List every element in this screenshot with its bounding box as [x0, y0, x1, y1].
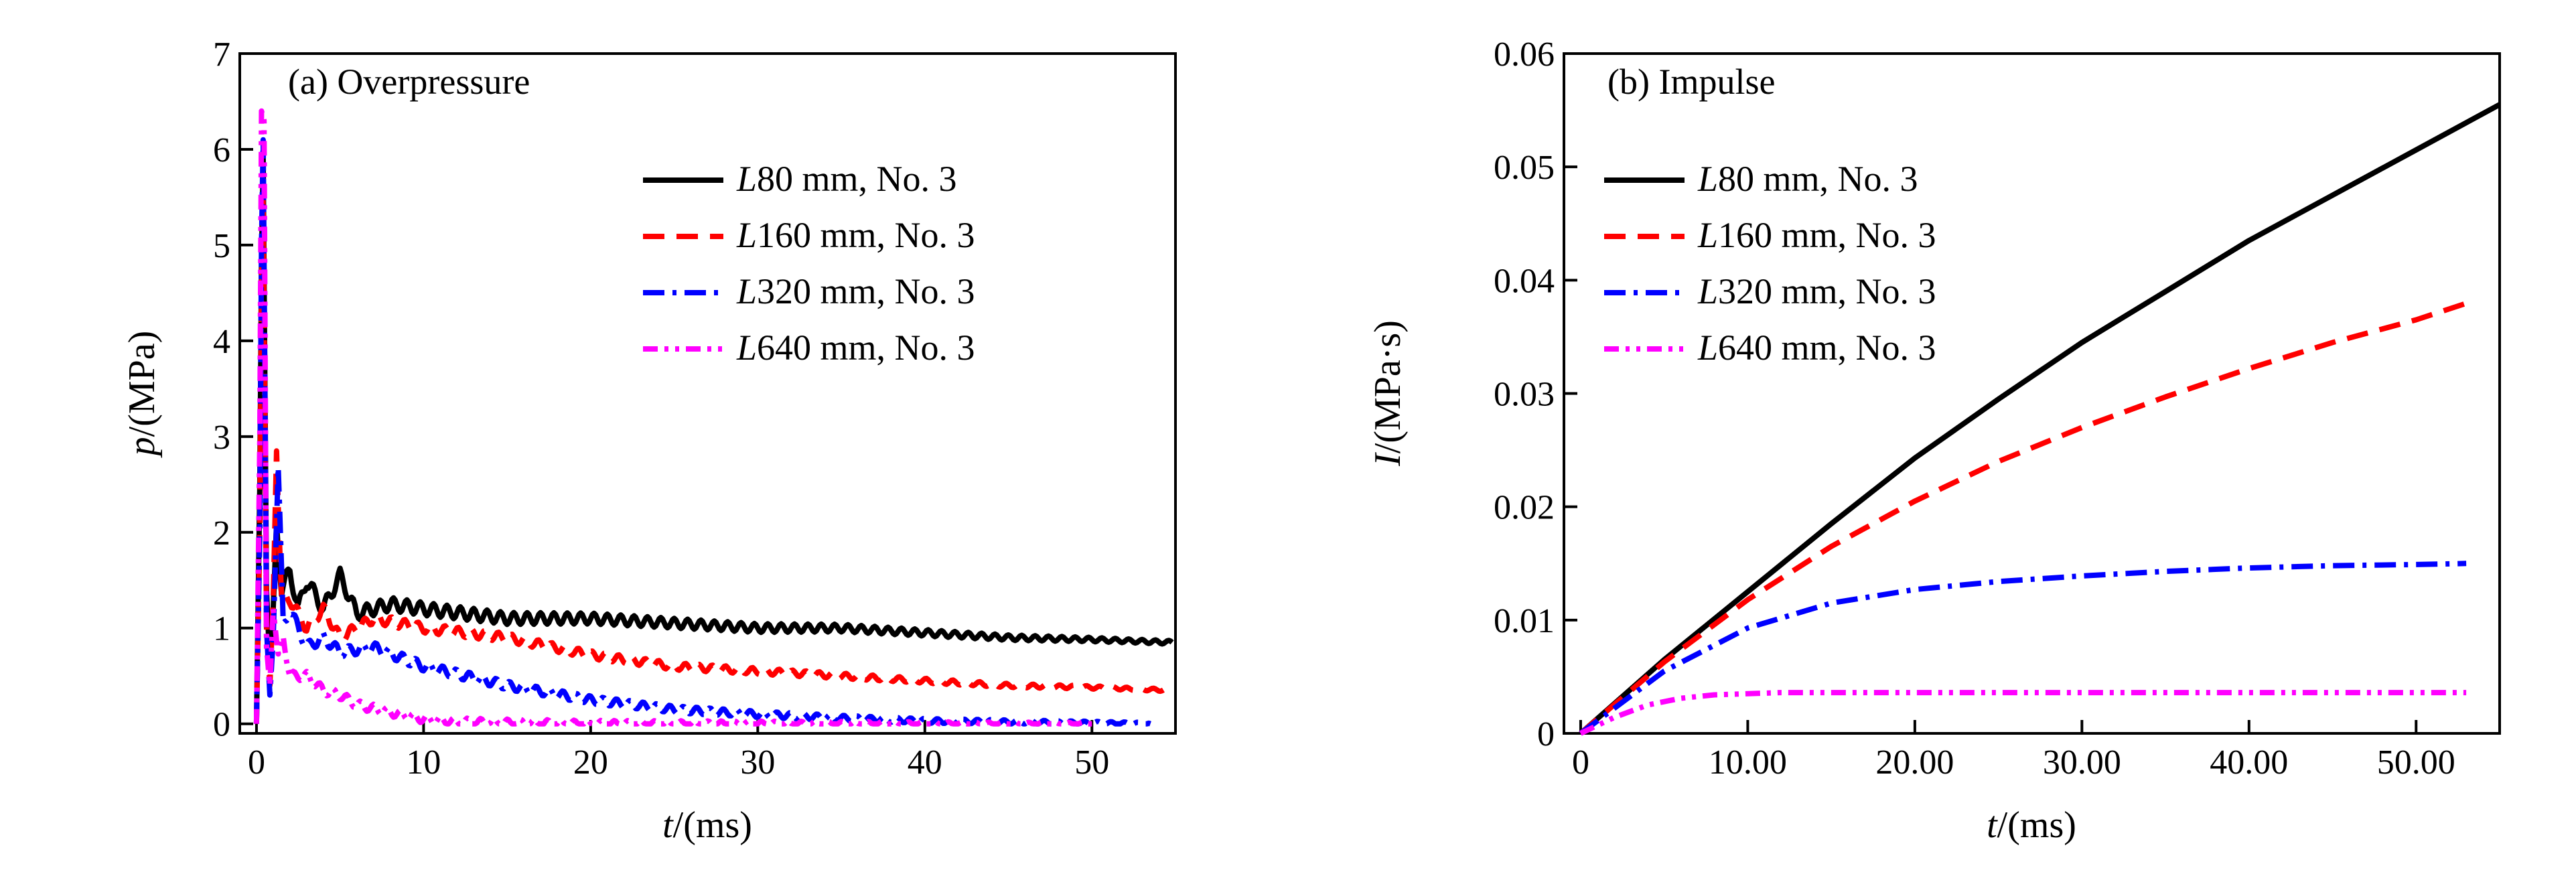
overpressure-legend-label: L640 mm, No. 3: [736, 328, 975, 368]
overpressure-y-tick-label: 6: [213, 131, 230, 169]
legend-italic-l: L: [1697, 159, 1718, 199]
impulse-series: [1579, 102, 2501, 736]
legend-italic-l: L: [736, 271, 757, 311]
overpressure-x-axis-unit: /(ms): [673, 804, 752, 846]
overpressure-series-line-1: [253, 156, 1174, 724]
overpressure-x-tick-label: 0: [248, 743, 265, 782]
impulse-series-line-4: [1579, 690, 2467, 736]
impulse-y-tick-label: 0.02: [1494, 489, 1555, 527]
impulse-panel-label: (b) Impulse: [1607, 62, 1775, 102]
impulse-y-tick-label: 0.01: [1494, 602, 1555, 640]
overpressure-legend-item: L160 mm, No. 3: [643, 215, 975, 255]
overpressure-axes: 0 10 20 30 40 50 0 1 2 3 4 5 6 7: [213, 35, 1109, 782]
legend-rest: 160 mm, No. 3: [1718, 215, 1936, 255]
overpressure-y-tick-label: 5: [213, 227, 230, 265]
overpressure-panel-label: (a) Overpressure: [288, 62, 530, 102]
legend-italic-l: L: [1697, 271, 1718, 311]
legend-rest: 320 mm, No. 3: [757, 271, 975, 311]
overpressure-series-line-2: [253, 194, 1173, 724]
impulse-y-tick-label: 0.05: [1494, 149, 1555, 187]
impulse-legend-item: L320 mm, No. 3: [1604, 271, 1936, 311]
overpressure-legend-item: L640 mm, No. 3: [643, 328, 975, 368]
impulse-legend-label: L160 mm, No. 3: [1697, 215, 1936, 255]
legend-italic-l: L: [736, 215, 757, 255]
overpressure-legend-item: L80 mm, No. 3: [643, 159, 957, 199]
overpressure-y-tick-label: 0: [213, 706, 230, 744]
legend-rest: 80 mm, No. 3: [757, 159, 957, 199]
impulse-legend-label: L640 mm, No. 3: [1697, 328, 1936, 368]
impulse-x-tick-label: 20.00: [1875, 743, 1954, 782]
legend-rest: 160 mm, No. 3: [757, 215, 975, 255]
overpressure-x-axis-title: t/(ms): [662, 804, 752, 846]
impulse-axes: 0 10.00 20.00 30.00 40.00 50.00 0 0.01 0.02 0.03 0…: [1494, 35, 2455, 782]
overpressure-y-tick-label: 1: [213, 610, 230, 648]
impulse-y-tick-label: 0.06: [1494, 35, 1555, 74]
overpressure-x-tick-label: 50: [1074, 743, 1109, 782]
overpressure-x-tick-label: 40: [908, 743, 942, 782]
overpressure-y-axis-symbol: p: [121, 437, 163, 458]
impulse-x-axis-title: t/(ms): [1987, 804, 2076, 846]
overpressure-series-line-3: [253, 137, 1152, 727]
overpressure-y-axis-title: p/(MPa): [121, 331, 163, 459]
overpressure-x-tick-label: 10: [406, 743, 441, 782]
legend-rest: 320 mm, No. 3: [1718, 271, 1936, 311]
impulse-y-tick-label: 0: [1537, 715, 1555, 753]
impulse-legend-item: L80 mm, No. 3: [1604, 159, 1918, 199]
overpressure-y-tick-label: 4: [213, 323, 230, 361]
impulse-y-axis-symbol: I: [1367, 452, 1409, 467]
overpressure-x-tick-label: 30: [740, 743, 775, 782]
impulse-y-tick-label: 0.03: [1494, 376, 1555, 414]
impulse-series-line-1: [1579, 102, 2501, 736]
impulse-x-tick-label: 30.00: [2043, 743, 2121, 782]
legend-rest: 80 mm, No. 3: [1718, 159, 1918, 199]
overpressure-legend: L80 mm, No. 3 L160 mm, No. 3 L320 mm, No…: [643, 159, 975, 368]
impulse-legend-label: L320 mm, No. 3: [1697, 271, 1936, 311]
legend-italic-l: L: [1697, 215, 1718, 255]
overpressure-legend-label: L80 mm, No. 3: [736, 159, 957, 199]
impulse-legend-item: L640 mm, No. 3: [1604, 328, 1936, 368]
impulse-x-tick-label: 0: [1572, 743, 1589, 782]
overpressure-series-line-4: [253, 108, 1093, 727]
impulse-x-tick-label: 10.00: [1709, 743, 1787, 782]
overpressure-legend-label: L160 mm, No. 3: [736, 215, 975, 255]
legend-rest: 640 mm, No. 3: [757, 328, 975, 368]
overpressure-x-tick-label: 20: [573, 743, 608, 782]
impulse-x-tick-label: 40.00: [2210, 743, 2288, 782]
impulse-series-line-3: [1579, 561, 2467, 736]
legend-rest: 640 mm, No. 3: [1718, 328, 1936, 368]
impulse-x-tick-label: 50.00: [2377, 743, 2455, 782]
overpressure-y-tick-label: 2: [213, 514, 230, 553]
impulse-chart: 0 10.00 20.00 30.00 40.00 50.00 0 0.01 0.02 0.03 0…: [1367, 35, 2501, 846]
overpressure-y-tick-label: 3: [213, 419, 230, 457]
legend-italic-l: L: [1697, 328, 1718, 368]
overpressure-series: [253, 108, 1174, 727]
legend-italic-l: L: [736, 159, 757, 199]
overpressure-x-axis-symbol: t: [662, 804, 674, 846]
impulse-series-line-2: [1579, 298, 2476, 736]
impulse-y-tick-label: 0.04: [1494, 262, 1555, 300]
legend-italic-l: L: [736, 328, 757, 368]
impulse-legend-label: L80 mm, No. 3: [1697, 159, 1918, 199]
impulse-y-axis-title: I/(MPa·s): [1367, 320, 1409, 467]
impulse-legend: L80 mm, No. 3 L160 mm, No. 3 L320 mm, No…: [1604, 159, 1936, 368]
overpressure-plot-frame: [238, 52, 1177, 735]
overpressure-legend-label: L320 mm, No. 3: [736, 271, 975, 311]
impulse-x-axis-unit: /(ms): [1997, 804, 2076, 846]
impulse-x-axis-symbol: t: [1987, 804, 1998, 846]
impulse-y-axis-unit: /(MPa·s): [1367, 320, 1409, 453]
overpressure-y-axis-unit: /(MPa): [121, 331, 163, 437]
overpressure-legend-item: L320 mm, No. 3: [643, 271, 975, 311]
impulse-legend-item: L160 mm, No. 3: [1604, 215, 1936, 255]
overpressure-y-tick-label: 7: [213, 35, 230, 74]
